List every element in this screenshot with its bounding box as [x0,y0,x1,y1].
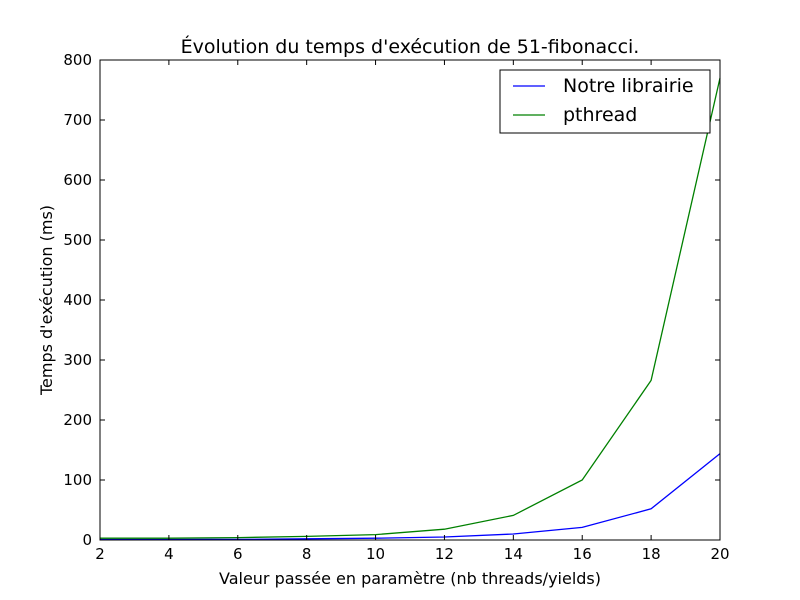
x-tick-label: 14 [504,545,523,563]
legend-label-pthread: pthread [563,104,637,126]
y-tick-label: 200 [63,411,92,429]
y-tick-label: 100 [63,471,92,489]
y-tick-label: 300 [63,351,92,369]
legend: Notre librairie pthread [499,69,711,134]
y-tick-label: 500 [63,231,92,249]
x-axis-label: Valeur passée en paramètre (nb threads/y… [219,569,601,588]
y-tick-label: 600 [63,171,92,189]
legend-label-notre-librairie: Notre librairie [563,75,694,97]
axis-ticks: 2 4 6 8 10 12 14 16 18 20010020030040050060070080… [63,51,729,563]
series-line-pthread [100,77,721,539]
legend-frame [499,69,711,134]
y-tick-label: 800 [63,51,92,69]
y-tick-label: 700 [63,111,92,129]
y-tick-label: 400 [63,291,92,309]
x-tick-label: 10 [366,545,385,563]
x-tick-label: 4 [164,545,174,563]
series-layer [100,77,721,541]
x-tick-label: 12 [435,545,454,563]
chart-title: Évolution du temps d'exécution de 51-fib… [181,35,640,58]
series-line-notre-librairie [100,453,721,541]
y-axis-label: Temps d'exécution (ms) [37,205,56,396]
x-tick-label: 6 [233,545,243,563]
x-tick-label: 18 [642,545,661,563]
x-tick-label: 8 [302,545,312,563]
x-tick-label: 20 [710,545,729,563]
y-tick-label: 0 [82,531,92,549]
x-tick-label: 16 [573,545,592,563]
x-tick-label: 2 [95,545,105,563]
